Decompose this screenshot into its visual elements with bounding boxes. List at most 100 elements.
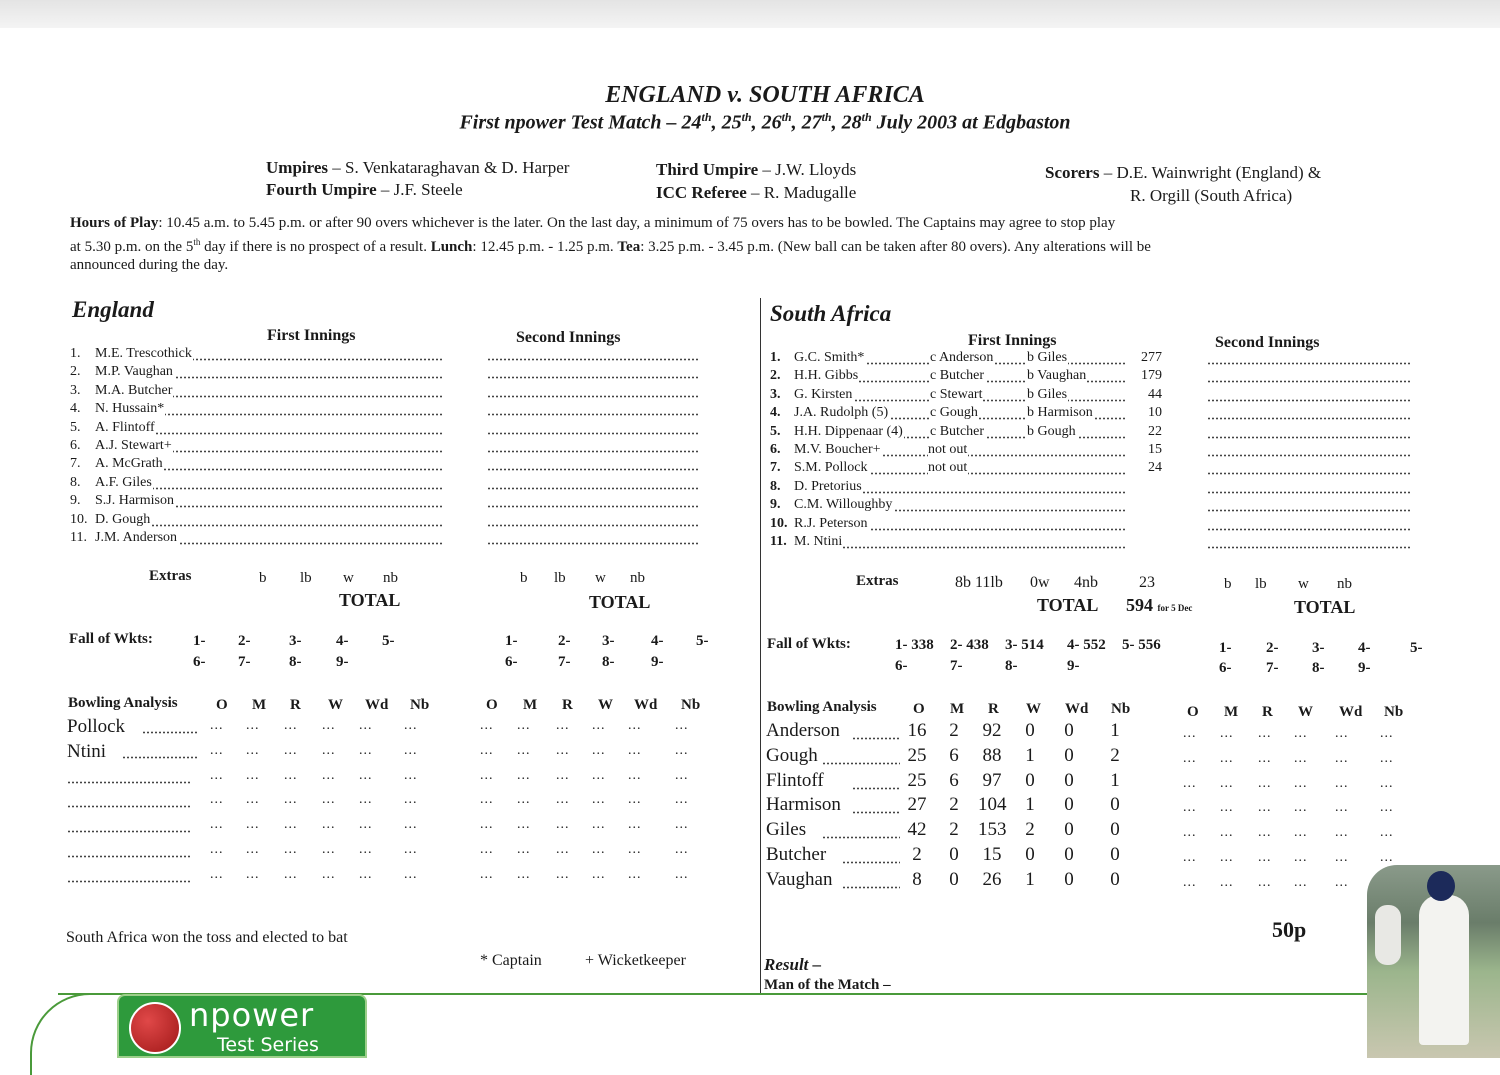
bowler-credit: b Vaughan: [1027, 368, 1088, 385]
blank-figure: [246, 768, 260, 784]
bowling-column-label: Nb: [681, 697, 701, 713]
hours-text: : 10.45 a.m. to 5.45 p.m. or after 90 ov…: [158, 215, 1116, 231]
fow-slot: 7-: [950, 658, 963, 674]
dotted-line: [67, 769, 192, 784]
bowling-column-label: O: [913, 701, 925, 717]
dotted-line: [794, 479, 1126, 494]
batsman-number: 7.: [70, 456, 81, 472]
bowler-name: Gough: [766, 744, 818, 766]
dismissal: c Butcher: [930, 368, 986, 385]
scorers-label: Scorers: [1045, 163, 1100, 182]
scan-edge: [0, 0, 1500, 28]
referee-value: – R. Madugalle: [746, 183, 857, 202]
fow-slot: 3-: [289, 633, 302, 649]
batsman-number: 2.: [770, 368, 781, 384]
fow-slot: 9-: [336, 654, 349, 670]
bowling-figure: 88: [982, 744, 1002, 766]
blank-figure: [1258, 825, 1272, 841]
extras-column-label: w: [595, 570, 606, 586]
bowling-column-label: M: [1224, 704, 1239, 720]
bowling-column-label: W: [1026, 701, 1041, 717]
umpires-value: – S. Venkataraghavan & D. Harper: [328, 158, 570, 177]
blank-figure: [359, 743, 373, 759]
batsman-name: G.C. Smith*: [794, 350, 866, 366]
blank-figure: [404, 718, 418, 734]
blank-figure: [480, 718, 494, 734]
dismissal: c Butcher: [930, 423, 986, 440]
blank-figure: [1335, 800, 1349, 816]
extras-column-label: b: [259, 570, 267, 586]
extras-column-label: lb: [1255, 576, 1267, 592]
batsman-name: J.M. Anderson: [95, 530, 179, 546]
hours-label: Hours of Play: [70, 215, 159, 231]
sa-fow-label: Fall of Wkts:: [767, 636, 851, 652]
blank-figure: [404, 817, 418, 833]
dotted-line: [794, 516, 1126, 531]
bowling-figure: 0: [1110, 819, 1120, 841]
fow-slot: 2-: [238, 633, 251, 649]
bowling-figure: 0: [1064, 744, 1074, 766]
blank-figure: [628, 792, 642, 808]
blank-figure: [1335, 875, 1349, 891]
extras-column-label: nb: [1337, 576, 1352, 592]
referee-label: ICC Referee: [656, 183, 747, 202]
scorers-value: – D.E. Wainwright (England) &: [1099, 163, 1322, 182]
bowling-column-label: M: [252, 697, 267, 713]
fow-slot: 2-: [558, 633, 571, 649]
dotted-line: [487, 457, 698, 472]
blank-figure: [1335, 850, 1349, 866]
fow-slot: 5-: [696, 633, 709, 649]
blank-figure: [556, 817, 570, 833]
runs: 44: [1148, 386, 1162, 402]
blank-figure: [675, 792, 689, 808]
blank-figure: [675, 743, 689, 759]
blank-figure: [628, 743, 642, 759]
wicketkeeper-note: + Wicketkeeper: [585, 952, 686, 969]
bowler-name: Giles: [766, 819, 807, 841]
dotted-line: [842, 874, 900, 889]
fow-slot: 8-: [289, 654, 302, 670]
bowling-figure: 0: [1110, 844, 1120, 865]
bowling-figure: 0: [1025, 844, 1035, 865]
blank-figure: [322, 768, 336, 784]
dotted-line: [1207, 369, 1412, 384]
batsman-name: C.M. Willoughby: [794, 497, 894, 514]
result-label: Result –: [764, 955, 822, 974]
blank-figure: [517, 768, 531, 784]
dotted-line: [852, 775, 900, 790]
icc-referee: ICC Referee – R. Madugalle: [656, 183, 856, 203]
batsman-number: 11.: [70, 530, 87, 545]
blank-figure: [556, 718, 570, 734]
blank-figure: [592, 817, 606, 833]
blank-figure: [322, 743, 336, 759]
batsman-number: 4.: [70, 401, 81, 417]
fourth-umpire-value: – J.F. Steele: [376, 180, 463, 199]
dotted-line: [95, 512, 443, 527]
bowling-column-label: Nb: [1384, 704, 1404, 720]
umpires: Umpires – S. Venkataraghavan & D. Harper: [266, 158, 569, 178]
blank-figure: [1380, 776, 1394, 792]
extras-column-label: lb: [300, 570, 312, 586]
dotted-line: [852, 800, 900, 815]
bowling-column-label: R: [1262, 704, 1273, 720]
blank-figure: [1183, 726, 1197, 742]
bowling-figure: 0: [1064, 868, 1074, 890]
sa-total-value: 594 for 5 Dec: [1126, 595, 1192, 616]
blank-figure: [404, 768, 418, 784]
blank-figure: [1183, 875, 1197, 891]
blank-figure: [1258, 776, 1272, 792]
dotted-line: [487, 347, 698, 361]
bowler-credit: b Gough: [1027, 423, 1077, 440]
blank-figure: [556, 743, 570, 759]
extras-column-label: nb: [630, 570, 645, 586]
runs: 15: [1148, 442, 1162, 457]
blank-figure: [210, 718, 224, 734]
bowling-figure: 2: [949, 819, 959, 841]
fow-value: 2- 438: [950, 637, 989, 653]
logo-series: Test Series: [217, 1034, 319, 1056]
fow-slot: 2-: [1266, 640, 1279, 656]
hours-line2: at 5.30 p.m. on the 5th day if there is …: [70, 237, 1151, 256]
fow-slot: 3-: [602, 633, 615, 649]
bowling-figure: 104: [978, 794, 1007, 816]
fow-slot: 4-: [1358, 640, 1371, 656]
